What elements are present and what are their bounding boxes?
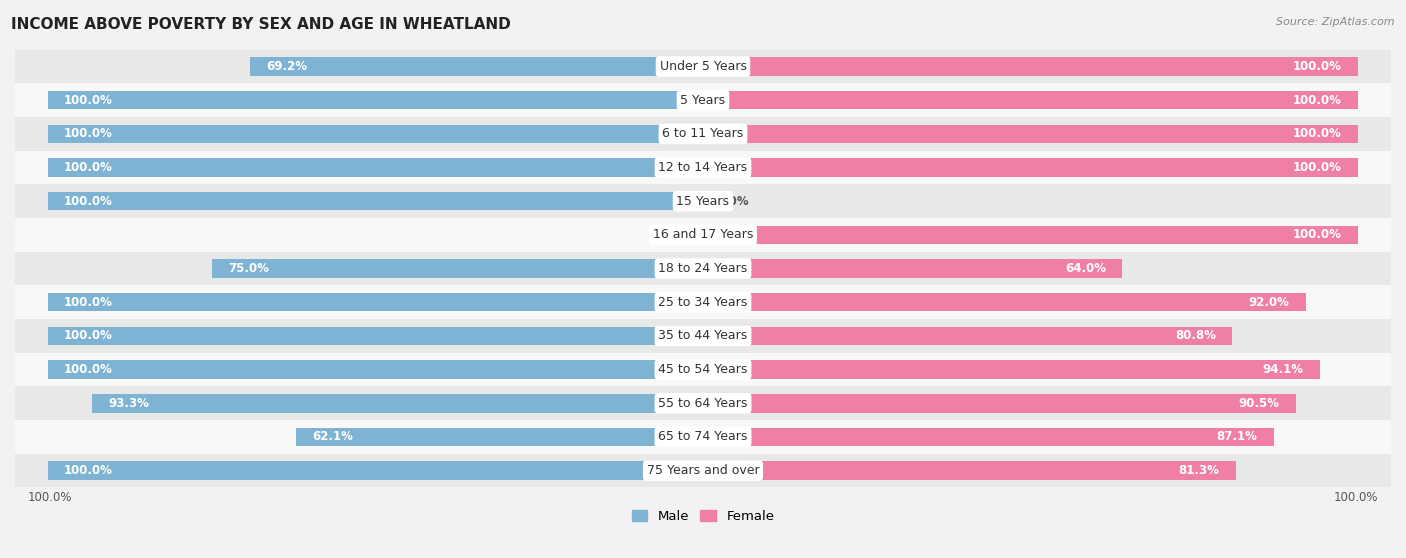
Text: 6 to 11 Years: 6 to 11 Years: [662, 127, 744, 140]
Text: 90.5%: 90.5%: [1239, 397, 1279, 410]
Text: 69.2%: 69.2%: [266, 60, 307, 73]
Text: 12 to 14 Years: 12 to 14 Years: [658, 161, 748, 174]
Text: 81.3%: 81.3%: [1178, 464, 1219, 477]
Bar: [15, 420, 1391, 454]
Text: 100.0%: 100.0%: [65, 195, 112, 208]
Text: 100.0%: 100.0%: [1294, 94, 1341, 107]
Text: 100.0%: 100.0%: [28, 492, 73, 504]
Bar: [703, 124, 1358, 143]
Bar: [91, 394, 703, 412]
Bar: [15, 184, 1391, 218]
Bar: [15, 252, 1391, 285]
Bar: [15, 319, 1391, 353]
Text: 100.0%: 100.0%: [1294, 60, 1341, 73]
Text: INCOME ABOVE POVERTY BY SEX AND AGE IN WHEATLAND: INCOME ABOVE POVERTY BY SEX AND AGE IN W…: [11, 17, 510, 32]
Text: 64.0%: 64.0%: [1064, 262, 1107, 275]
Text: Under 5 Years: Under 5 Years: [659, 60, 747, 73]
Text: 100.0%: 100.0%: [1333, 492, 1378, 504]
Text: 100.0%: 100.0%: [1294, 127, 1341, 140]
Text: 100.0%: 100.0%: [65, 329, 112, 343]
Text: 100.0%: 100.0%: [65, 161, 112, 174]
Text: 100.0%: 100.0%: [1294, 161, 1341, 174]
Bar: [48, 192, 703, 210]
Bar: [297, 427, 703, 446]
Text: 100.0%: 100.0%: [1294, 228, 1341, 242]
Bar: [15, 218, 1391, 252]
Bar: [211, 259, 703, 278]
Bar: [703, 293, 1306, 311]
Bar: [48, 124, 703, 143]
Text: 45 to 54 Years: 45 to 54 Years: [658, 363, 748, 376]
Text: 75.0%: 75.0%: [228, 262, 269, 275]
Text: 94.1%: 94.1%: [1263, 363, 1303, 376]
Bar: [48, 91, 703, 109]
Bar: [15, 454, 1391, 488]
Bar: [703, 225, 1358, 244]
Text: 35 to 44 Years: 35 to 44 Years: [658, 329, 748, 343]
Legend: Male, Female: Male, Female: [626, 504, 780, 528]
Text: 25 to 34 Years: 25 to 34 Years: [658, 296, 748, 309]
Bar: [703, 326, 1233, 345]
Text: 100.0%: 100.0%: [65, 464, 112, 477]
Text: 65 to 74 Years: 65 to 74 Years: [658, 430, 748, 444]
Text: 5 Years: 5 Years: [681, 94, 725, 107]
Bar: [48, 461, 703, 480]
Text: 55 to 64 Years: 55 to 64 Years: [658, 397, 748, 410]
Bar: [48, 360, 703, 379]
Bar: [15, 353, 1391, 387]
Bar: [48, 293, 703, 311]
Bar: [703, 394, 1296, 412]
Bar: [703, 360, 1320, 379]
Bar: [703, 57, 1358, 76]
Text: Source: ZipAtlas.com: Source: ZipAtlas.com: [1277, 17, 1395, 27]
Text: 75 Years and over: 75 Years and over: [647, 464, 759, 477]
Text: 80.8%: 80.8%: [1175, 329, 1216, 343]
Text: 100.0%: 100.0%: [65, 296, 112, 309]
Bar: [48, 158, 703, 177]
Bar: [703, 158, 1358, 177]
Bar: [250, 57, 703, 76]
Bar: [15, 50, 1391, 83]
Text: 92.0%: 92.0%: [1249, 296, 1289, 309]
Bar: [48, 326, 703, 345]
Text: 15 Years: 15 Years: [676, 195, 730, 208]
Text: 100.0%: 100.0%: [65, 94, 112, 107]
Bar: [703, 427, 1274, 446]
Bar: [15, 387, 1391, 420]
Text: 100.0%: 100.0%: [65, 127, 112, 140]
Bar: [703, 461, 1236, 480]
Text: 0.0%: 0.0%: [657, 228, 690, 242]
Bar: [15, 151, 1391, 184]
Bar: [703, 259, 1122, 278]
Bar: [15, 285, 1391, 319]
Text: 87.1%: 87.1%: [1216, 430, 1257, 444]
Text: 100.0%: 100.0%: [65, 363, 112, 376]
Bar: [703, 91, 1358, 109]
Text: 93.3%: 93.3%: [108, 397, 149, 410]
Text: 18 to 24 Years: 18 to 24 Years: [658, 262, 748, 275]
Text: 62.1%: 62.1%: [312, 430, 353, 444]
Text: 0.0%: 0.0%: [716, 195, 749, 208]
Bar: [15, 83, 1391, 117]
Bar: [15, 117, 1391, 151]
Text: 16 and 17 Years: 16 and 17 Years: [652, 228, 754, 242]
